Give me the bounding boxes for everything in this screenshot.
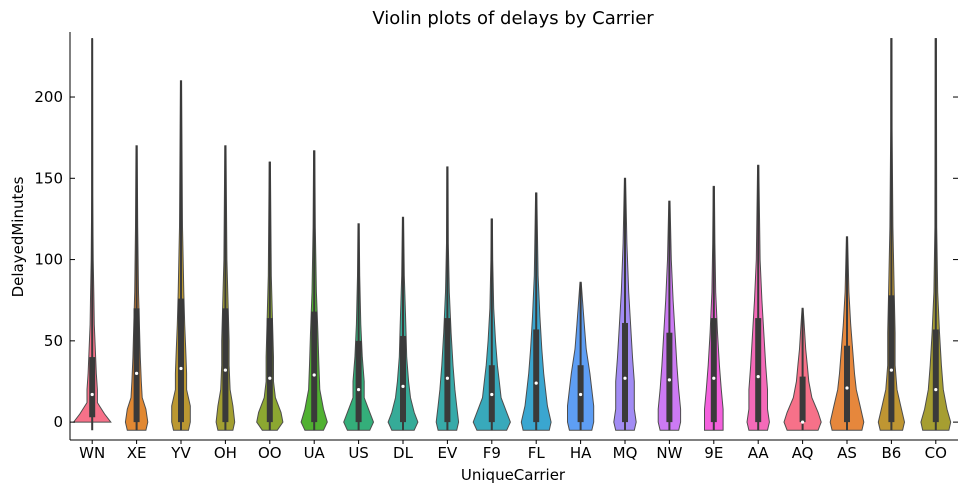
x-tick-label: AA: [748, 444, 770, 462]
x-tick-label: AS: [837, 444, 857, 462]
median-point-OH: [223, 368, 227, 372]
x-tick-label: NW: [656, 444, 682, 462]
x-axis-label: UniqueCarrier: [461, 466, 566, 484]
x-tick-label: WN: [79, 444, 105, 462]
median-point-AA: [756, 375, 760, 379]
median-point-UA: [312, 373, 316, 377]
iqr-box-AQ: [799, 376, 806, 423]
median-point-MQ: [623, 376, 627, 380]
x-tick-label: FL: [528, 444, 546, 462]
iqr-box-MQ: [622, 322, 628, 423]
median-point-AQ: [801, 420, 805, 424]
y-tick-label: 50: [44, 332, 63, 350]
median-point-NW: [667, 378, 672, 382]
x-tick-label: OH: [214, 444, 237, 462]
iqr-box-FL: [533, 329, 540, 423]
median-point-HA: [579, 392, 583, 397]
x-tick-label: AQ: [792, 444, 814, 462]
median-point-9E: [712, 376, 716, 380]
iqr-box-DL: [400, 335, 406, 423]
y-axis: 0 50 100 150 200: [34, 32, 958, 440]
iqr-box-UA: [311, 311, 318, 423]
median-point-F9: [490, 392, 494, 397]
y-axis-label: DelayedMinutes: [9, 176, 27, 297]
x-tick-label: DL: [393, 444, 414, 462]
x-tick-label: HA: [570, 444, 592, 462]
iqr-box-AA: [755, 318, 762, 423]
x-tick-label: US: [348, 444, 369, 462]
y-tick-label: 150: [34, 169, 63, 187]
iqr-box-YV: [178, 298, 184, 423]
median-point-DL: [401, 384, 405, 388]
x-tick-label: UA: [304, 444, 326, 462]
x-tick-label: YV: [170, 444, 191, 462]
median-point-AS: [845, 386, 849, 390]
iqr-box-OH: [222, 308, 229, 423]
x-tick-label: MQ: [613, 444, 638, 462]
iqr-box-CO: [932, 329, 939, 423]
iqr-box-NW: [666, 332, 673, 423]
x-tick-label: B6: [881, 444, 901, 462]
x-tick-label: XE: [127, 444, 147, 462]
median-point-YV: [179, 366, 183, 371]
chart-title: Violin plots of delays by Carrier: [372, 8, 654, 29]
iqr-box-US: [355, 340, 362, 423]
median-point-B6: [889, 368, 894, 372]
x-axis: WN XE YV OH OO UA US DL EV F9 FL HA MQ NW 9E AA AQ AS B6 CO: [70, 439, 958, 462]
median-point-OO: [268, 376, 272, 380]
median-point-CO: [934, 388, 938, 392]
median-point-US: [357, 388, 361, 392]
x-tick-label: CO: [925, 444, 947, 462]
median-point-XE: [135, 371, 139, 375]
iqr-box-B6: [888, 295, 895, 423]
x-tick-label: EV: [438, 444, 458, 462]
x-tick-label: F9: [483, 444, 501, 462]
iqr-box-WN: [89, 357, 96, 418]
iqr-box-XE: [133, 308, 140, 423]
iqr-box-AS: [844, 345, 850, 423]
x-tick-label: 9E: [704, 444, 723, 462]
median-point-FL: [534, 381, 538, 385]
iqr-box-OO: [266, 318, 273, 423]
median-point-WN: [90, 392, 94, 397]
iqr-box-9E: [710, 318, 717, 423]
iqr-box-EV: [444, 318, 451, 423]
median-point-EV: [445, 376, 449, 380]
x-tick-label: OO: [258, 444, 282, 462]
y-tick-label: 0: [53, 413, 63, 431]
y-tick-label: 100: [34, 251, 63, 269]
y-tick-label: 200: [34, 88, 63, 106]
plot-area: [72, 38, 952, 431]
